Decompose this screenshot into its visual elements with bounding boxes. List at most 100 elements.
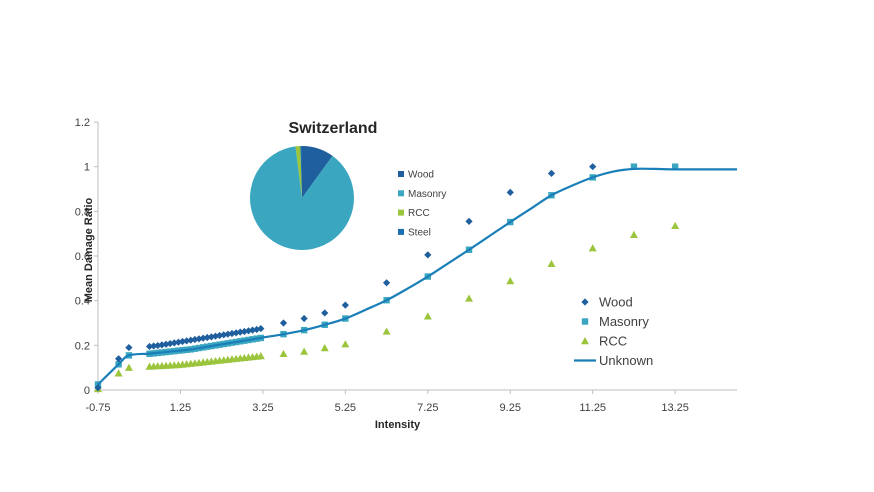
y-tick-label: 0.2 — [75, 340, 90, 352]
data-point-wood — [145, 342, 154, 351]
data-point-masonry — [630, 163, 638, 170]
data-point-wood — [506, 188, 514, 196]
data-point-wood — [199, 334, 207, 342]
legend-item-unknown: Unknown — [574, 353, 653, 368]
pie-legend-label-masonry: Masonry — [408, 189, 446, 200]
data-point-wood — [236, 328, 244, 336]
data-point-rcc — [465, 294, 474, 302]
pie-slice-masonry — [250, 146, 354, 250]
legend-item-masonry: Masonry — [581, 314, 649, 329]
data-point-wood — [589, 163, 597, 171]
y-tick-label: 0.6 — [75, 251, 90, 263]
x-tick-label: 7.25 — [417, 402, 438, 414]
pie-legend-label-rcc: RCC — [408, 208, 430, 219]
pie-legend-swatch-wood — [398, 171, 404, 177]
data-point-wood — [195, 335, 203, 343]
y-tick-label: 0 — [84, 385, 90, 397]
pie-legend-item-steel: Steel — [398, 227, 431, 238]
data-point-wood — [115, 355, 123, 363]
data-point-rcc — [547, 259, 556, 268]
pie-slice-steel — [300, 146, 302, 198]
legend: Wood Masonry RCC Unknown — [574, 295, 653, 368]
series-rcc — [94, 221, 680, 393]
pie-legend-item-masonry: Masonry — [398, 189, 446, 200]
data-point-wood — [170, 339, 178, 347]
data-point-wood — [240, 327, 248, 336]
data-point-wood — [94, 384, 102, 392]
pie-slice-rcc — [295, 146, 302, 198]
data-point-rcc — [341, 340, 350, 348]
data-point-rcc — [382, 327, 391, 335]
legend-swatch-rcc — [581, 337, 589, 345]
series-line-unknown — [97, 167, 737, 386]
pie-chart: Switzerland Wood Masonry RCC Steel — [250, 120, 446, 250]
legend-label-masonry: Masonry — [599, 314, 649, 329]
series-wood — [94, 163, 597, 392]
data-point-rcc — [124, 363, 133, 371]
legend-label-rcc: RCC — [599, 334, 627, 349]
legend-swatch-masonry — [581, 318, 589, 325]
legend-item-wood: Wood — [581, 295, 633, 310]
series-group — [94, 163, 737, 393]
data-point-wood — [341, 301, 349, 309]
pie-legend-swatch-masonry — [398, 190, 404, 197]
data-point-rcc — [506, 277, 515, 285]
y-tick-label: 0.4 — [75, 296, 90, 308]
series-masonry — [94, 163, 679, 388]
pie-title: Switzerland — [289, 120, 378, 137]
x-tick-label: 9.25 — [500, 402, 521, 414]
data-point-masonry — [671, 163, 679, 170]
data-point-rcc — [320, 344, 329, 352]
series-unknown — [97, 167, 737, 386]
pie-legend-swatch-steel — [398, 228, 404, 235]
pie-legend-label-steel: Steel — [408, 227, 431, 238]
pie-legend-item-wood: Wood — [398, 170, 434, 181]
data-point-wood — [279, 319, 288, 327]
y-tick-label: 1.2 — [75, 117, 90, 129]
data-point-wood — [300, 314, 308, 323]
axes-group: 0 0.2 0.4 0.6 0.8 1 1.2 -0.75 1.25 3.25 5.25 7.25 9.… — [75, 117, 737, 431]
data-point-wood — [211, 332, 220, 340]
data-point-rcc — [671, 221, 680, 230]
legend-label-wood: Wood — [599, 295, 633, 310]
data-point-wood — [424, 251, 432, 259]
data-point-wood — [257, 324, 265, 333]
data-point-wood — [382, 279, 391, 287]
data-point-wood — [125, 343, 133, 352]
data-point-rcc — [629, 230, 638, 238]
pie-legend-item-rcc: RCC — [398, 208, 430, 219]
x-axis-title: Intensity — [375, 419, 421, 431]
data-point-wood — [183, 337, 191, 345]
legend-label-unknown: Unknown — [599, 353, 653, 368]
data-point-wood — [207, 333, 215, 341]
data-point-wood — [244, 327, 253, 335]
y-axis-title: Mean Damage Ratio — [83, 197, 95, 302]
x-tick-label: 11.25 — [579, 402, 606, 414]
data-point-wood — [154, 341, 162, 350]
y-tick-label: 0.8 — [75, 206, 90, 218]
data-point-rcc — [300, 347, 309, 355]
pie-legend-label-wood: Wood — [408, 170, 434, 181]
y-tick-label: 1 — [84, 162, 90, 174]
pie-slice-wood — [302, 146, 333, 198]
data-point-wood — [166, 339, 174, 348]
data-point-wood — [321, 309, 329, 317]
x-tick-label: 5.25 — [335, 402, 356, 414]
legend-swatch-wood — [581, 298, 589, 306]
data-point-rcc — [279, 349, 288, 358]
data-point-wood — [465, 217, 473, 225]
data-point-wood — [228, 329, 236, 338]
data-point-wood — [150, 342, 158, 350]
data-point-rcc — [256, 352, 265, 360]
x-tick-label: 1.25 — [170, 402, 191, 414]
legend-item-rcc: RCC — [581, 334, 627, 349]
data-point-rcc — [588, 244, 597, 252]
data-point-wood — [547, 169, 556, 177]
data-point-rcc — [423, 312, 432, 320]
x-tick-label: 13.25 — [661, 402, 689, 414]
data-point-rcc — [114, 369, 123, 377]
pie-legend-swatch-rcc — [398, 209, 404, 216]
x-tick-label: -0.75 — [85, 402, 110, 414]
x-tick-label: 3.25 — [252, 402, 273, 414]
